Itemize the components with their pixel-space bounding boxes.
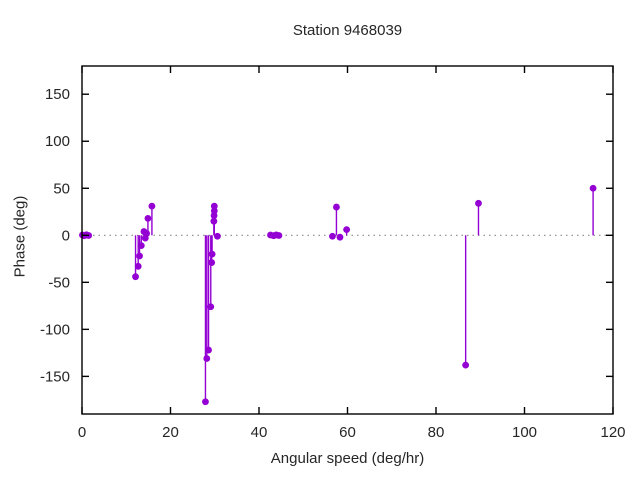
data-point bbox=[205, 346, 212, 354]
data-point bbox=[143, 230, 151, 237]
data-point bbox=[134, 262, 142, 270]
x-tick-label: 20 bbox=[162, 424, 179, 441]
x-tick-label: 80 bbox=[428, 424, 445, 441]
data-point bbox=[208, 259, 216, 266]
data-point bbox=[144, 214, 152, 222]
data-point bbox=[208, 250, 216, 258]
x-tick-label: 120 bbox=[600, 424, 625, 441]
y-tick-label: 100 bbox=[45, 133, 70, 150]
data-point bbox=[202, 398, 209, 406]
data-point bbox=[137, 242, 145, 250]
data-point bbox=[148, 202, 156, 210]
data-point bbox=[329, 232, 336, 240]
data-point bbox=[214, 232, 221, 240]
x-axis-label: Angular speed (deg/hr) bbox=[270, 450, 425, 467]
data-point bbox=[589, 184, 597, 192]
y-axis-label: Phase (deg) bbox=[11, 195, 29, 278]
data-point bbox=[132, 273, 139, 281]
x-tick-label: 100 bbox=[512, 424, 537, 441]
data-point bbox=[136, 252, 143, 260]
y-tick-label: 150 bbox=[45, 86, 70, 103]
plot-border bbox=[81, 65, 614, 415]
x-tick-label: 0 bbox=[78, 424, 86, 441]
data-point bbox=[343, 226, 351, 234]
data-point bbox=[275, 232, 283, 239]
data-point bbox=[207, 303, 215, 311]
y-tick-label: -100 bbox=[40, 321, 70, 338]
data-point bbox=[475, 199, 482, 207]
y-tick-label: 50 bbox=[53, 180, 70, 197]
chart-title: Station 9468039 bbox=[292, 22, 403, 39]
data-point bbox=[336, 233, 344, 241]
data-point bbox=[333, 203, 340, 211]
y-tick-label: 0 bbox=[62, 227, 70, 244]
y-tick-label: -150 bbox=[40, 368, 70, 385]
data-point bbox=[203, 355, 211, 362]
data-point bbox=[462, 361, 470, 369]
y-tick-label: -50 bbox=[48, 274, 70, 291]
data-point bbox=[210, 202, 218, 210]
x-tick-label: 40 bbox=[251, 424, 268, 441]
x-tick-label: 60 bbox=[339, 424, 356, 441]
